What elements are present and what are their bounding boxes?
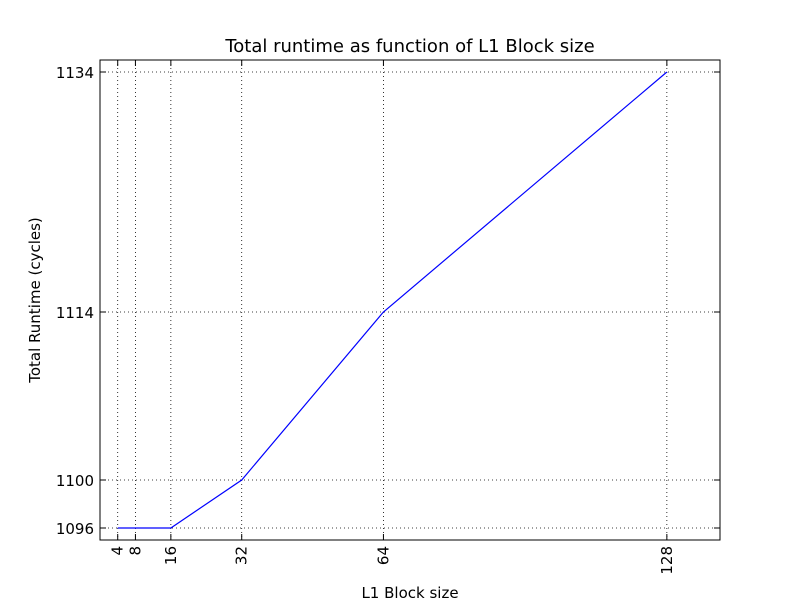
x-tick-label: 16 [162, 546, 180, 565]
y-tick-label: 1114 [56, 304, 94, 322]
y-tick-label: 1096 [56, 520, 94, 538]
plot-frame [99, 59, 721, 541]
x-tick-label: 4 [109, 546, 127, 556]
y-tick-label: 1100 [56, 472, 94, 490]
y-axis-label: Total Runtime (cycles) [26, 217, 44, 384]
line-series [117, 71, 668, 529]
x-axis-label: L1 Block size [361, 584, 458, 600]
x-tick-label: 32 [233, 546, 251, 565]
chart-title: Total runtime as function of L1 Block si… [224, 36, 594, 57]
y-tick-label: 1134 [56, 64, 94, 82]
x-tick-label: 64 [374, 546, 392, 565]
x-tick-label: 8 [126, 546, 144, 556]
x-tick-label: 128 [658, 546, 676, 575]
